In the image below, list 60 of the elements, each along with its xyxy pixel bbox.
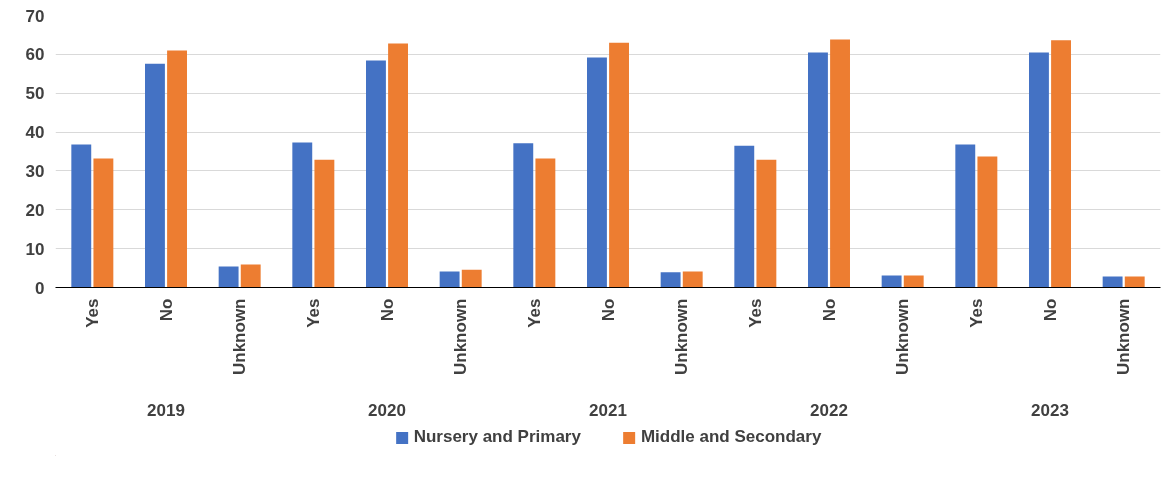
bar [513, 143, 534, 288]
text: 2023 [1031, 400, 1069, 420]
bar [830, 39, 850, 288]
x-tick-label: No [1040, 298, 1060, 322]
bar [1102, 276, 1123, 288]
x-tick-label: Unknown [230, 298, 250, 375]
x-tick-label: Yes [82, 298, 102, 328]
bar [756, 159, 777, 288]
bar [218, 266, 239, 288]
text: 2020 [368, 400, 406, 420]
bar [955, 144, 976, 288]
y-tick-label: 70 [25, 6, 45, 26]
y-tick-label: 60 [25, 45, 45, 65]
text: 2022 [810, 400, 848, 420]
y-tick-label: 40 [25, 123, 45, 143]
x-tick-label: Yes [966, 298, 986, 328]
bar [1124, 276, 1145, 288]
x-tick-label: No [598, 298, 618, 322]
bar [977, 156, 998, 288]
bar [903, 275, 924, 288]
x-tick-label: Yes [524, 298, 544, 328]
x-tick-label: No [156, 298, 176, 322]
bar [461, 269, 482, 288]
bar [881, 275, 902, 288]
x-tick-label: Unknown [1114, 298, 1134, 375]
bar [388, 43, 408, 288]
x-tick-label: No [377, 298, 397, 322]
y-tick-label: 10 [25, 239, 45, 259]
bar [145, 63, 165, 288]
bar [93, 158, 114, 288]
y-tick-label: 50 [25, 84, 45, 104]
legend-label: Middle and Secondary [640, 427, 822, 447]
bar [366, 60, 386, 288]
y-tick-label: 0 [35, 278, 45, 298]
x-tick-label: Yes [303, 298, 323, 328]
y-tick-label: 20 [25, 200, 45, 220]
bar [167, 50, 187, 288]
x-tick-label: Unknown [893, 298, 913, 375]
x-tick-label: No [819, 298, 839, 322]
x-tick-label: Yes [745, 298, 765, 328]
bar [808, 52, 828, 288]
bar [734, 145, 755, 288]
bar [71, 144, 92, 288]
bar [535, 158, 556, 288]
text: 2019 [147, 400, 185, 420]
bar [609, 42, 629, 288]
bar [587, 57, 607, 288]
bar [1029, 52, 1049, 288]
bar [1051, 40, 1071, 288]
bar [292, 142, 313, 288]
bar [682, 271, 703, 288]
bar [660, 272, 681, 288]
bar [439, 271, 460, 288]
text: 2021 [589, 400, 627, 420]
x-tick-label: Unknown [451, 298, 471, 375]
y-tick-label: 30 [25, 161, 45, 181]
legend-label: Nursery and Primary [413, 427, 581, 447]
bar [314, 159, 335, 288]
x-tick-label: Unknown [672, 298, 692, 375]
bar [240, 264, 261, 288]
